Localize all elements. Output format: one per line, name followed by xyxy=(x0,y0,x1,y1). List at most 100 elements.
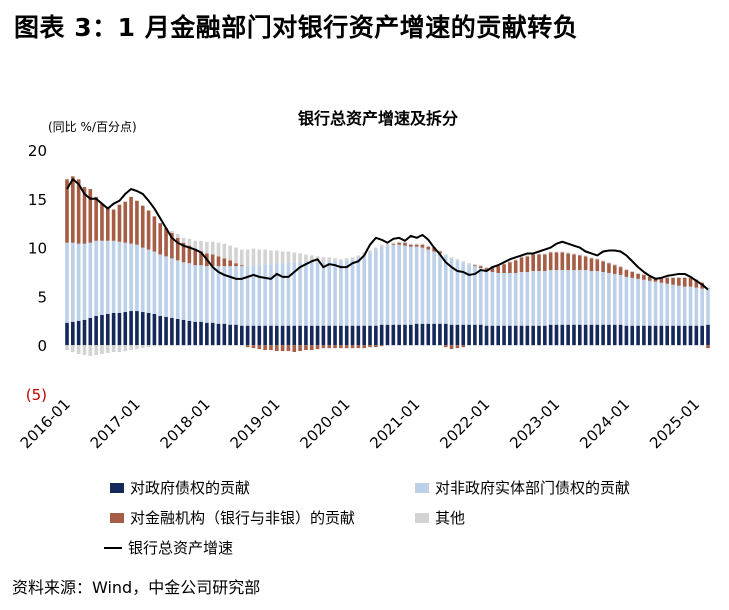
bar-government-23 xyxy=(199,321,203,346)
bar-other-61 xyxy=(420,243,425,245)
figure-title: 图表 3：1 月金融部门对银行资产增速的贡献转负 xyxy=(14,13,579,42)
bar-government-14 xyxy=(146,312,151,346)
bar-government-7 xyxy=(105,313,110,346)
bar-nonfinancial-50 xyxy=(356,257,361,326)
bar-other-53 xyxy=(374,247,378,250)
bar-government-81 xyxy=(537,325,541,346)
legend-label-other: 其他 xyxy=(435,509,466,527)
bar-government-69 xyxy=(467,324,471,346)
bar-financial-38 xyxy=(286,345,291,352)
bar-government-53 xyxy=(374,325,378,346)
bar-nonfinancial-97 xyxy=(630,277,635,326)
bar-financial-12 xyxy=(135,200,139,245)
legend-swatch-nonfinancial xyxy=(415,482,429,493)
bar-financial-104 xyxy=(671,277,675,285)
bar-financial-54 xyxy=(379,345,384,347)
bar-other-78 xyxy=(519,256,524,258)
bar-other-103 xyxy=(665,276,670,278)
legend-swatch-government xyxy=(110,482,124,493)
bar-government-60 xyxy=(414,323,419,346)
bar-financial-57 xyxy=(397,242,401,245)
bar-government-52 xyxy=(368,325,372,346)
bar-other-60 xyxy=(414,243,419,245)
bar-financial-72 xyxy=(484,268,489,272)
bar-nonfinancial-85 xyxy=(560,270,565,325)
legend-swatch-other xyxy=(415,512,429,523)
bar-government-105 xyxy=(677,325,681,346)
bar-other-67 xyxy=(455,259,460,261)
bar-nonfinancial-12 xyxy=(135,244,139,312)
bar-government-51 xyxy=(362,325,366,346)
bar-financial-103 xyxy=(665,277,670,284)
bar-other-6 xyxy=(100,345,104,354)
bar-financial-102 xyxy=(659,277,664,283)
bar-financial-84 xyxy=(554,252,559,271)
bar-nonfinancial-32 xyxy=(251,265,256,326)
bar-nonfinancial-25 xyxy=(210,266,215,323)
bar-nonfinancial-26 xyxy=(216,266,221,324)
bar-nonfinancial-0 xyxy=(65,242,69,323)
bar-other-12 xyxy=(135,345,139,350)
bar-nonfinancial-6 xyxy=(100,240,104,315)
bar-other-72 xyxy=(484,267,489,269)
bar-financial-107 xyxy=(688,277,693,287)
bar-other-87 xyxy=(572,253,576,255)
bar-government-42 xyxy=(309,325,314,346)
bar-nonfinancial-60 xyxy=(414,246,419,324)
legend-item-nonfinancial: 对非政府实体部门债权的贡献 xyxy=(415,477,630,498)
bar-other-96 xyxy=(624,269,629,271)
legend-item-government: 对政府债权的贡献 xyxy=(110,477,250,498)
bar-financial-39 xyxy=(292,345,297,353)
bar-financial-93 xyxy=(607,263,611,273)
bar-financial-64 xyxy=(438,251,442,254)
bar-government-78 xyxy=(519,325,524,346)
bar-government-40 xyxy=(298,325,302,346)
bar-financial-8 xyxy=(111,209,116,241)
bar-nonfinancial-95 xyxy=(618,274,623,325)
bar-government-28 xyxy=(228,324,232,346)
bar-nonfinancial-28 xyxy=(228,266,232,325)
bar-other-41 xyxy=(304,254,308,263)
bar-financial-65 xyxy=(443,345,448,348)
bar-government-71 xyxy=(478,324,483,346)
legend-label-government: 对政府债权的贡献 xyxy=(130,479,251,497)
bar-nonfinancial-102 xyxy=(659,282,664,326)
bar-nonfinancial-57 xyxy=(397,244,401,325)
bar-government-93 xyxy=(607,324,611,346)
bar-financial-46 xyxy=(333,345,337,349)
bar-other-71 xyxy=(478,265,483,267)
bar-nonfinancial-24 xyxy=(205,266,209,323)
bar-nonfinancial-45 xyxy=(327,261,332,326)
bar-nonfinancial-5 xyxy=(94,240,98,316)
bar-other-58 xyxy=(403,241,407,243)
bar-nonfinancial-71 xyxy=(478,268,483,325)
bar-nonfinancial-54 xyxy=(379,246,384,325)
bar-government-86 xyxy=(566,324,570,346)
bar-government-17 xyxy=(164,316,168,346)
bar-nonfinancial-83 xyxy=(548,270,553,325)
bar-government-66 xyxy=(449,324,454,346)
bar-financial-61 xyxy=(420,244,425,248)
bar-government-31 xyxy=(245,325,250,346)
bar-nonfinancial-93 xyxy=(607,272,611,325)
bar-nonfinancial-14 xyxy=(146,249,151,313)
bar-other-38 xyxy=(286,251,291,263)
bar-financial-22 xyxy=(193,249,197,266)
bar-nonfinancial-31 xyxy=(245,266,250,326)
bar-financial-15 xyxy=(152,216,157,252)
bar-financial-2 xyxy=(76,179,81,244)
bar-government-21 xyxy=(187,320,192,346)
bar-nonfinancial-55 xyxy=(385,245,390,325)
bar-other-88 xyxy=(577,254,582,256)
bar-nonfinancial-46 xyxy=(333,261,337,326)
bar-government-76 xyxy=(508,325,512,346)
bar-other-93 xyxy=(607,262,611,264)
bar-financial-10 xyxy=(123,201,128,243)
bar-government-32 xyxy=(251,325,256,346)
legend-swatch-total xyxy=(104,546,122,549)
bar-government-97 xyxy=(630,325,635,346)
bar-financial-43 xyxy=(315,345,320,350)
bar-other-40 xyxy=(298,253,302,263)
bar-government-6 xyxy=(100,314,104,346)
bar-financial-50 xyxy=(356,345,361,349)
